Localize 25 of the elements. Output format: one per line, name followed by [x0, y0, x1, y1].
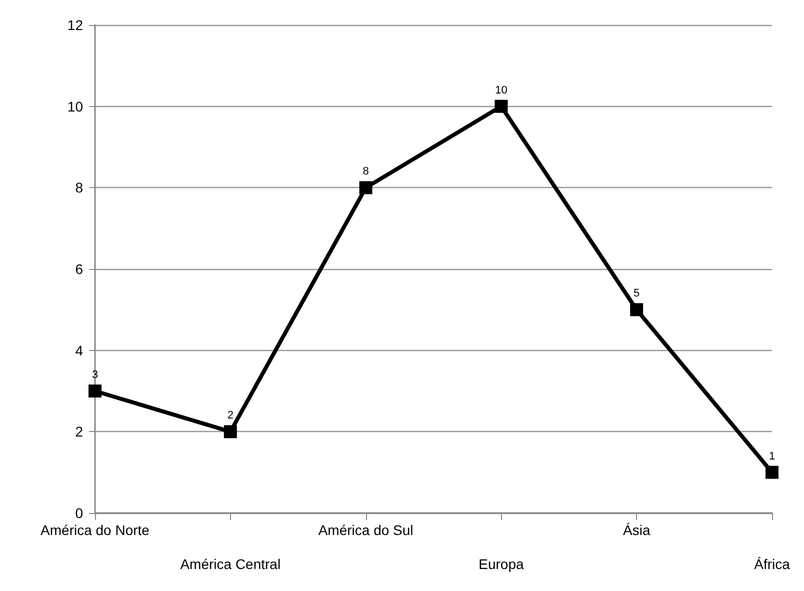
y-tick-label: 0 [75, 505, 84, 521]
x-tick-label: América Central [180, 556, 281, 572]
point [766, 466, 778, 479]
y-tick-label: 8 [75, 180, 84, 196]
y-tick-label: 6 [75, 261, 84, 277]
data-label: 5 [634, 288, 640, 300]
x-tick-label: Europa [478, 556, 524, 572]
point [494, 100, 508, 113]
y-tick-label: 10 [67, 98, 84, 114]
point [88, 384, 102, 398]
point [224, 425, 237, 438]
data-label: 8 [362, 166, 369, 178]
data-label: 3 [92, 369, 98, 381]
y-tick-label: 12 [67, 17, 84, 33]
y-tick-label: 4 [75, 342, 84, 358]
y-tick-label: 2 [75, 424, 84, 440]
point [359, 181, 372, 194]
point [630, 303, 644, 316]
x-tick-label: América do Sul [318, 522, 414, 538]
x-tick-label: Ásia [622, 522, 650, 538]
x-tick-label: América do Norte [40, 522, 150, 538]
data-label: 2 [227, 410, 234, 422]
data-label: 1 [768, 450, 776, 462]
data-label: 10 [495, 84, 508, 96]
x-tick-label: África [754, 556, 790, 572]
